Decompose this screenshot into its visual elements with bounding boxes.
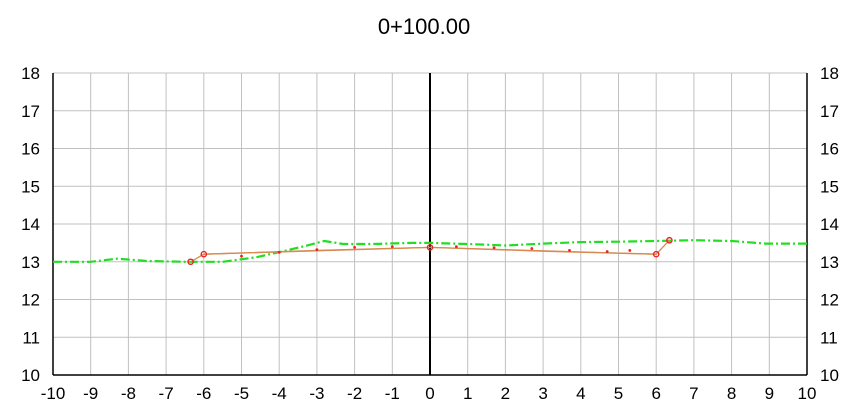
x-tick-label: 2: [501, 384, 510, 403]
x-tick-label: 7: [689, 384, 698, 403]
data-marker: [652, 250, 660, 258]
y-tick-label-right: 15: [820, 177, 839, 196]
y-tick-label-right: 16: [820, 140, 839, 159]
x-tick-label: 9: [765, 384, 774, 403]
data-marker: [200, 250, 208, 258]
y-tick-label-right: 10: [820, 366, 839, 385]
data-marker: [605, 250, 609, 253]
x-tick-label: -6: [196, 384, 211, 403]
x-tick-label: 6: [651, 384, 660, 403]
x-tick-label: 0: [425, 384, 434, 403]
x-tick-label: 4: [576, 384, 585, 403]
y-tick-label-right: 14: [820, 215, 839, 234]
x-tick-label: -4: [272, 384, 287, 403]
x-tick-label: 8: [727, 384, 736, 403]
x-tick-label: 3: [538, 384, 547, 403]
chart-title: 0+100.00: [377, 14, 471, 39]
ground-line: [53, 239, 807, 263]
data-marker: [568, 249, 571, 252]
y-tick-label-left: 10: [21, 366, 40, 385]
data-marker: [454, 245, 458, 249]
x-tick-label: -3: [309, 384, 324, 403]
y-tick-label-left: 17: [21, 102, 40, 121]
data-marker: [666, 236, 673, 244]
x-tick-label: -9: [83, 384, 98, 403]
y-tick-label-right: 17: [820, 102, 839, 121]
y-tick-label-right: 11: [820, 328, 838, 347]
x-tick-label: -5: [234, 384, 249, 403]
y-tick-label-left: 14: [21, 215, 40, 234]
data-marker: [530, 247, 534, 250]
data-marker: [426, 244, 434, 251]
data-marker: [277, 250, 281, 254]
y-tick-label-left: 16: [21, 140, 40, 159]
y-tick-label-left: 15: [21, 177, 40, 196]
data-marker: [628, 249, 632, 252]
y-tick-label-left: 12: [21, 291, 40, 310]
x-tick-label: -7: [159, 384, 174, 403]
x-tick-label: -2: [347, 384, 362, 403]
x-tick-label: -8: [121, 384, 136, 403]
x-tick-label: 1: [463, 384, 472, 403]
y-tick-label-left: 13: [21, 253, 40, 272]
data-marker: [240, 254, 243, 258]
data-marker: [492, 246, 496, 250]
x-tick-label: 5: [614, 384, 623, 403]
y-tick-label-right: 18: [820, 64, 839, 83]
y-tick-label-left: 11: [22, 328, 40, 347]
data-marker: [187, 258, 194, 266]
data-marker: [390, 245, 394, 249]
y-tick-label-left: 18: [21, 64, 40, 83]
data-marker: [315, 248, 319, 252]
x-tick-label: 10: [798, 384, 817, 403]
y-tick-label-right: 13: [820, 253, 839, 272]
x-tick-label: -10: [41, 384, 66, 403]
y-tick-label-right: 12: [820, 291, 839, 310]
data-marker: [353, 246, 356, 249]
x-tick-label: -1: [385, 384, 400, 403]
